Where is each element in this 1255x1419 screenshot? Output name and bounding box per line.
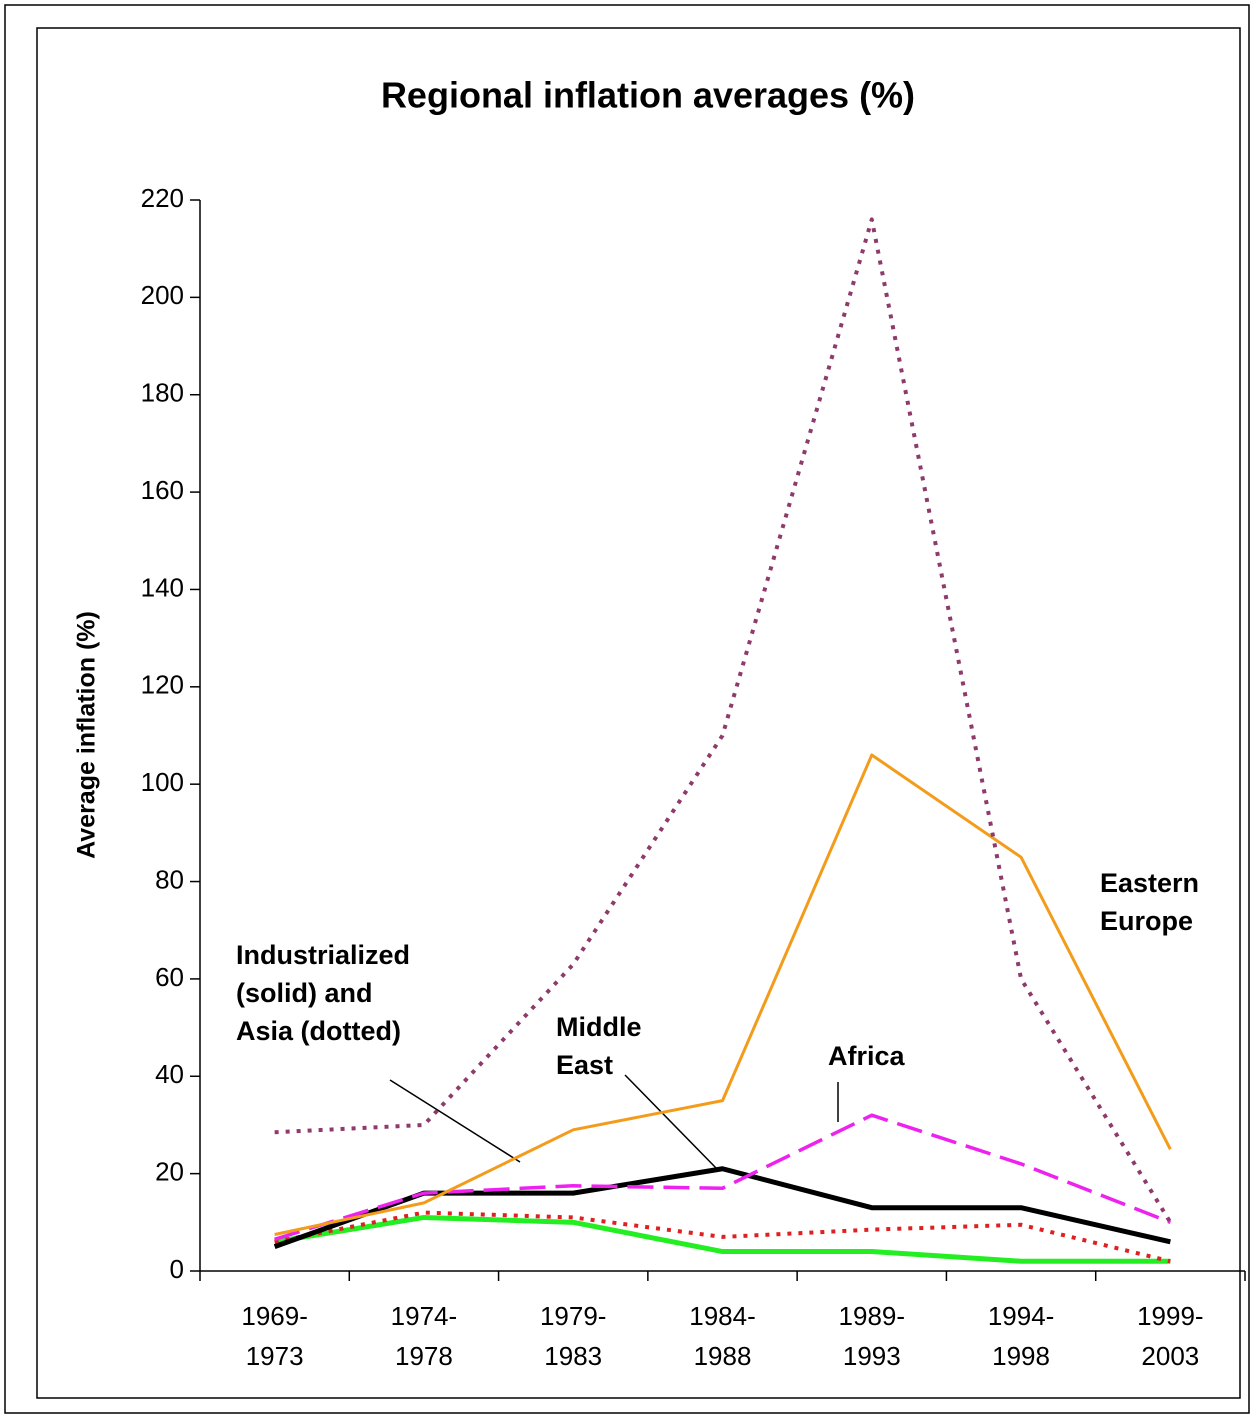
chart-border bbox=[36, 27, 1241, 1399]
y-tick-label: 100 bbox=[141, 767, 184, 797]
y-tick-label: 120 bbox=[141, 670, 184, 700]
y-tick-label: 0 bbox=[170, 1254, 184, 1284]
annotation: Asia (dotted) bbox=[236, 1016, 401, 1046]
outer-border bbox=[4, 4, 1250, 1414]
x-tick-label: 1979- bbox=[540, 1301, 607, 1331]
y-tick-label: 160 bbox=[141, 475, 184, 505]
y-tick-label: 20 bbox=[155, 1157, 184, 1187]
x-tick-label: 1998 bbox=[992, 1341, 1050, 1371]
annotation: East bbox=[556, 1050, 613, 1080]
y-tick-label: 200 bbox=[141, 280, 184, 310]
y-tick-label: 60 bbox=[155, 962, 184, 992]
chart-title: Regional inflation averages (%) bbox=[381, 75, 915, 116]
annotation: Europe bbox=[1100, 906, 1193, 936]
x-tick-label: 1984- bbox=[689, 1301, 756, 1331]
x-tick-label: 1993 bbox=[843, 1341, 901, 1371]
series-line bbox=[274, 1113, 1171, 1242]
series-line bbox=[274, 1210, 1171, 1264]
series-line bbox=[274, 753, 1172, 1236]
y-tick-label: 40 bbox=[155, 1059, 184, 1089]
annotation: (solid) and bbox=[236, 978, 373, 1008]
x-tick-label: 1989- bbox=[839, 1301, 906, 1331]
y-tick-label: 80 bbox=[155, 864, 184, 894]
series-line bbox=[274, 1214, 1171, 1264]
x-tick-label: 1988 bbox=[694, 1341, 752, 1371]
x-tick-label: 2003 bbox=[1141, 1341, 1199, 1371]
x-tick-label: 1983 bbox=[544, 1341, 602, 1371]
y-tick-label: 140 bbox=[141, 572, 184, 602]
callout-line bbox=[389, 1079, 521, 1163]
annotation: Industrialized bbox=[236, 940, 410, 970]
x-tick-label: 1978 bbox=[395, 1341, 453, 1371]
x-tick-label: 1994- bbox=[988, 1301, 1055, 1331]
callout-line bbox=[624, 1074, 719, 1171]
annotation: Middle bbox=[556, 1012, 642, 1042]
x-tick-label: 1974- bbox=[391, 1301, 458, 1331]
y-tick-label: 180 bbox=[141, 378, 184, 408]
x-tick-label: 1999- bbox=[1137, 1301, 1204, 1331]
x-tick-label: 1973 bbox=[246, 1341, 304, 1371]
annotation: Africa bbox=[828, 1041, 906, 1071]
x-tick-label: 1969- bbox=[241, 1301, 308, 1331]
series-line bbox=[274, 217, 1173, 1224]
annotation: Eastern bbox=[1100, 868, 1199, 898]
y-axis-label: Average inflation (%) bbox=[73, 611, 101, 859]
y-tick-label: 220 bbox=[141, 183, 184, 213]
